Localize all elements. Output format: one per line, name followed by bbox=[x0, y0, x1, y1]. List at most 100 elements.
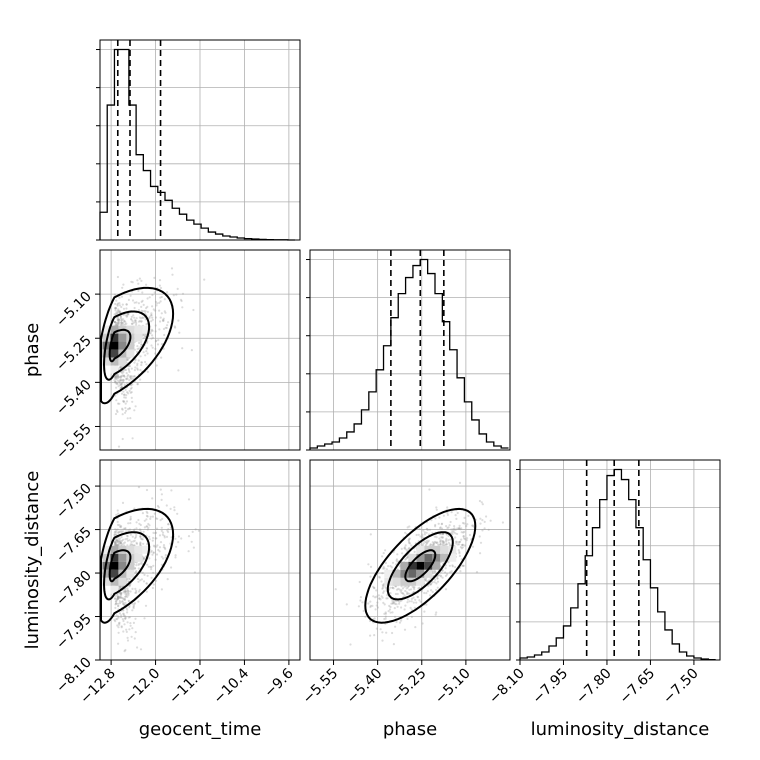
scatter-point bbox=[137, 289, 140, 292]
scatter-point bbox=[446, 526, 449, 530]
scatter-point bbox=[115, 409, 118, 412]
scatter-point bbox=[129, 387, 132, 390]
scatter-point bbox=[130, 378, 133, 381]
scatter-point bbox=[137, 600, 140, 603]
scatter-point bbox=[385, 597, 388, 600]
scatter-point bbox=[138, 528, 141, 531]
scatter-point bbox=[407, 539, 410, 542]
scatter-point bbox=[128, 616, 131, 619]
scatter-point bbox=[413, 586, 416, 589]
scatter-point bbox=[129, 515, 132, 519]
scatter-point bbox=[121, 407, 124, 410]
scatter-point bbox=[467, 514, 470, 518]
scatter-point bbox=[362, 609, 365, 613]
scatter-point bbox=[451, 533, 454, 536]
scatter-point bbox=[382, 567, 385, 570]
scatter-point bbox=[114, 381, 117, 384]
scatter-point bbox=[123, 319, 126, 322]
contour-level-1 bbox=[404, 549, 437, 583]
scatter-point bbox=[114, 603, 117, 606]
scatter-point bbox=[403, 546, 406, 549]
scatter-point bbox=[116, 410, 119, 413]
scatter-point bbox=[115, 513, 118, 517]
scatter-point bbox=[113, 377, 117, 380]
density-cell bbox=[110, 325, 119, 334]
scatter-point bbox=[396, 605, 399, 608]
scatter-point bbox=[114, 321, 117, 324]
scatter-point bbox=[444, 588, 448, 591]
scatter-point bbox=[128, 577, 131, 581]
scatter-point bbox=[116, 539, 119, 543]
scatter-point bbox=[125, 315, 128, 318]
scatter-point bbox=[406, 601, 409, 604]
scatter-point bbox=[140, 300, 143, 303]
scatter-point bbox=[123, 400, 126, 403]
scatter-point bbox=[120, 592, 123, 595]
scatter-point bbox=[431, 580, 434, 584]
scatter-point bbox=[150, 312, 153, 315]
scatter-point bbox=[143, 519, 146, 522]
scatter-point bbox=[410, 608, 413, 611]
scatter-point bbox=[405, 557, 408, 560]
contour-level-1 bbox=[108, 549, 132, 583]
scatter-point bbox=[160, 295, 163, 299]
scatter-point bbox=[124, 528, 127, 531]
scatter-point bbox=[115, 299, 118, 302]
scatter-point bbox=[119, 541, 122, 545]
panel-frame bbox=[519, 459, 721, 661]
scatter-point bbox=[159, 541, 163, 544]
scatter-point bbox=[139, 535, 142, 539]
scatter-point bbox=[423, 591, 426, 595]
scatter-point bbox=[173, 506, 176, 509]
scatter-point bbox=[431, 543, 434, 547]
scatter-point bbox=[391, 599, 394, 603]
density-cell bbox=[416, 545, 425, 554]
scatter-point bbox=[146, 515, 149, 518]
scatter-point bbox=[421, 536, 424, 539]
scatter-point bbox=[115, 600, 118, 603]
scatter-point bbox=[139, 355, 142, 358]
scatter-point bbox=[122, 378, 125, 381]
scatter-point bbox=[120, 626, 123, 629]
scatter-point bbox=[428, 528, 432, 531]
scatter-point bbox=[167, 523, 170, 526]
scatter-point bbox=[131, 299, 135, 302]
scatter-point bbox=[116, 602, 119, 605]
scatter-point bbox=[395, 600, 398, 603]
scatter-point bbox=[154, 347, 157, 350]
scatter-point bbox=[150, 330, 153, 333]
density-cell bbox=[142, 325, 151, 334]
scatter-point bbox=[378, 576, 381, 579]
scatter-point bbox=[425, 603, 428, 606]
scatter-point bbox=[124, 595, 127, 598]
scatter-point bbox=[125, 378, 128, 381]
density-cell bbox=[110, 357, 119, 366]
scatter-point bbox=[410, 588, 413, 591]
scatter-point bbox=[139, 378, 142, 381]
scatter-point bbox=[450, 570, 453, 573]
scatter-point bbox=[119, 585, 123, 588]
density-cell bbox=[424, 561, 433, 570]
panel-geocent-time-marginal bbox=[96, 39, 301, 241]
scatter-point bbox=[441, 576, 444, 579]
scatter-point bbox=[118, 612, 122, 615]
scatter-point bbox=[145, 307, 148, 310]
scatter-point bbox=[130, 384, 133, 387]
scatter-point bbox=[119, 315, 122, 318]
scatter-point bbox=[124, 601, 127, 604]
scatter-point bbox=[120, 593, 123, 596]
scatter-point bbox=[116, 309, 119, 312]
scatter-point bbox=[116, 544, 119, 547]
scatter-point bbox=[144, 360, 147, 364]
scatter-point bbox=[441, 533, 444, 536]
scatter-point bbox=[152, 583, 155, 586]
scatter-point bbox=[478, 499, 481, 503]
panel-frame bbox=[309, 459, 511, 661]
scatter-point bbox=[134, 320, 137, 323]
scatter-point bbox=[121, 602, 125, 606]
scatter-point bbox=[433, 535, 436, 538]
scatter-point bbox=[410, 544, 413, 547]
scatter-point bbox=[155, 304, 158, 307]
density-cell bbox=[432, 553, 441, 562]
scatter-point bbox=[126, 537, 129, 540]
